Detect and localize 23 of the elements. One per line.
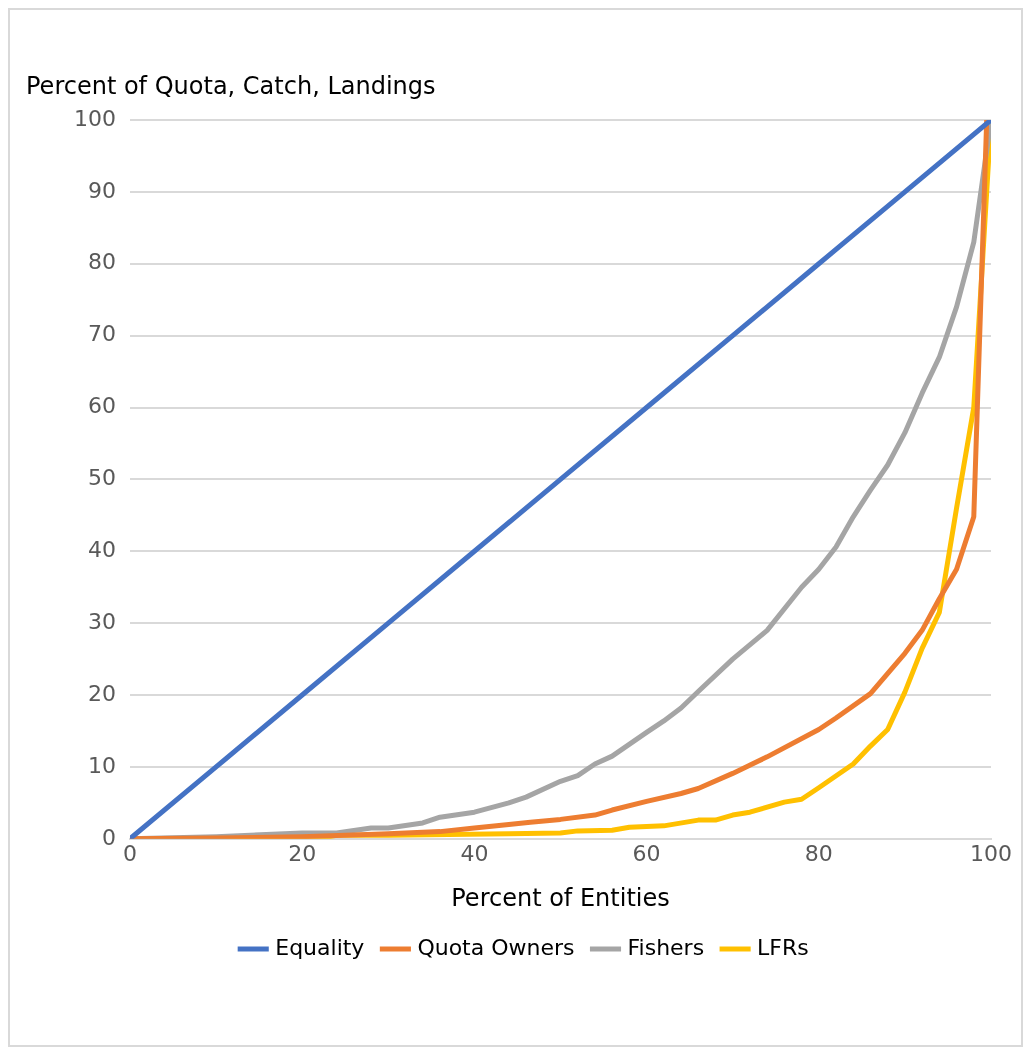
y-tick-label: 30 — [87, 608, 116, 634]
x-axis-title: Percent of Entities — [451, 883, 670, 912]
y-tick-label: 80 — [87, 249, 116, 275]
y-tick-label: 40 — [87, 537, 116, 562]
x-tick-label: 0 — [122, 840, 137, 866]
y-tick-label: 0 — [101, 824, 116, 850]
legend-label: Fishers — [627, 934, 705, 960]
x-tick-label: 20 — [288, 840, 317, 866]
y-tick-label: 60 — [87, 393, 116, 419]
y-tick-label: 20 — [87, 680, 116, 706]
x-tick-label: 80 — [804, 840, 833, 866]
y-tick-label: 10 — [87, 752, 116, 778]
y-tick-label: 50 — [87, 465, 116, 491]
legend-label: Equality — [275, 934, 365, 960]
y-tick-label: 90 — [87, 177, 116, 203]
x-tick-label: 100 — [970, 840, 1012, 866]
y-tick-label: 100 — [73, 105, 116, 131]
legend-label: LFRs — [757, 934, 809, 960]
x-tick-label: 40 — [460, 840, 489, 866]
legend-label: Quota Owners — [417, 934, 575, 960]
x-tick-label: 60 — [632, 840, 661, 866]
y-tick-label: 70 — [87, 321, 116, 347]
y-axis-title: Percent of Quota, Catch, Landings — [26, 72, 436, 100]
